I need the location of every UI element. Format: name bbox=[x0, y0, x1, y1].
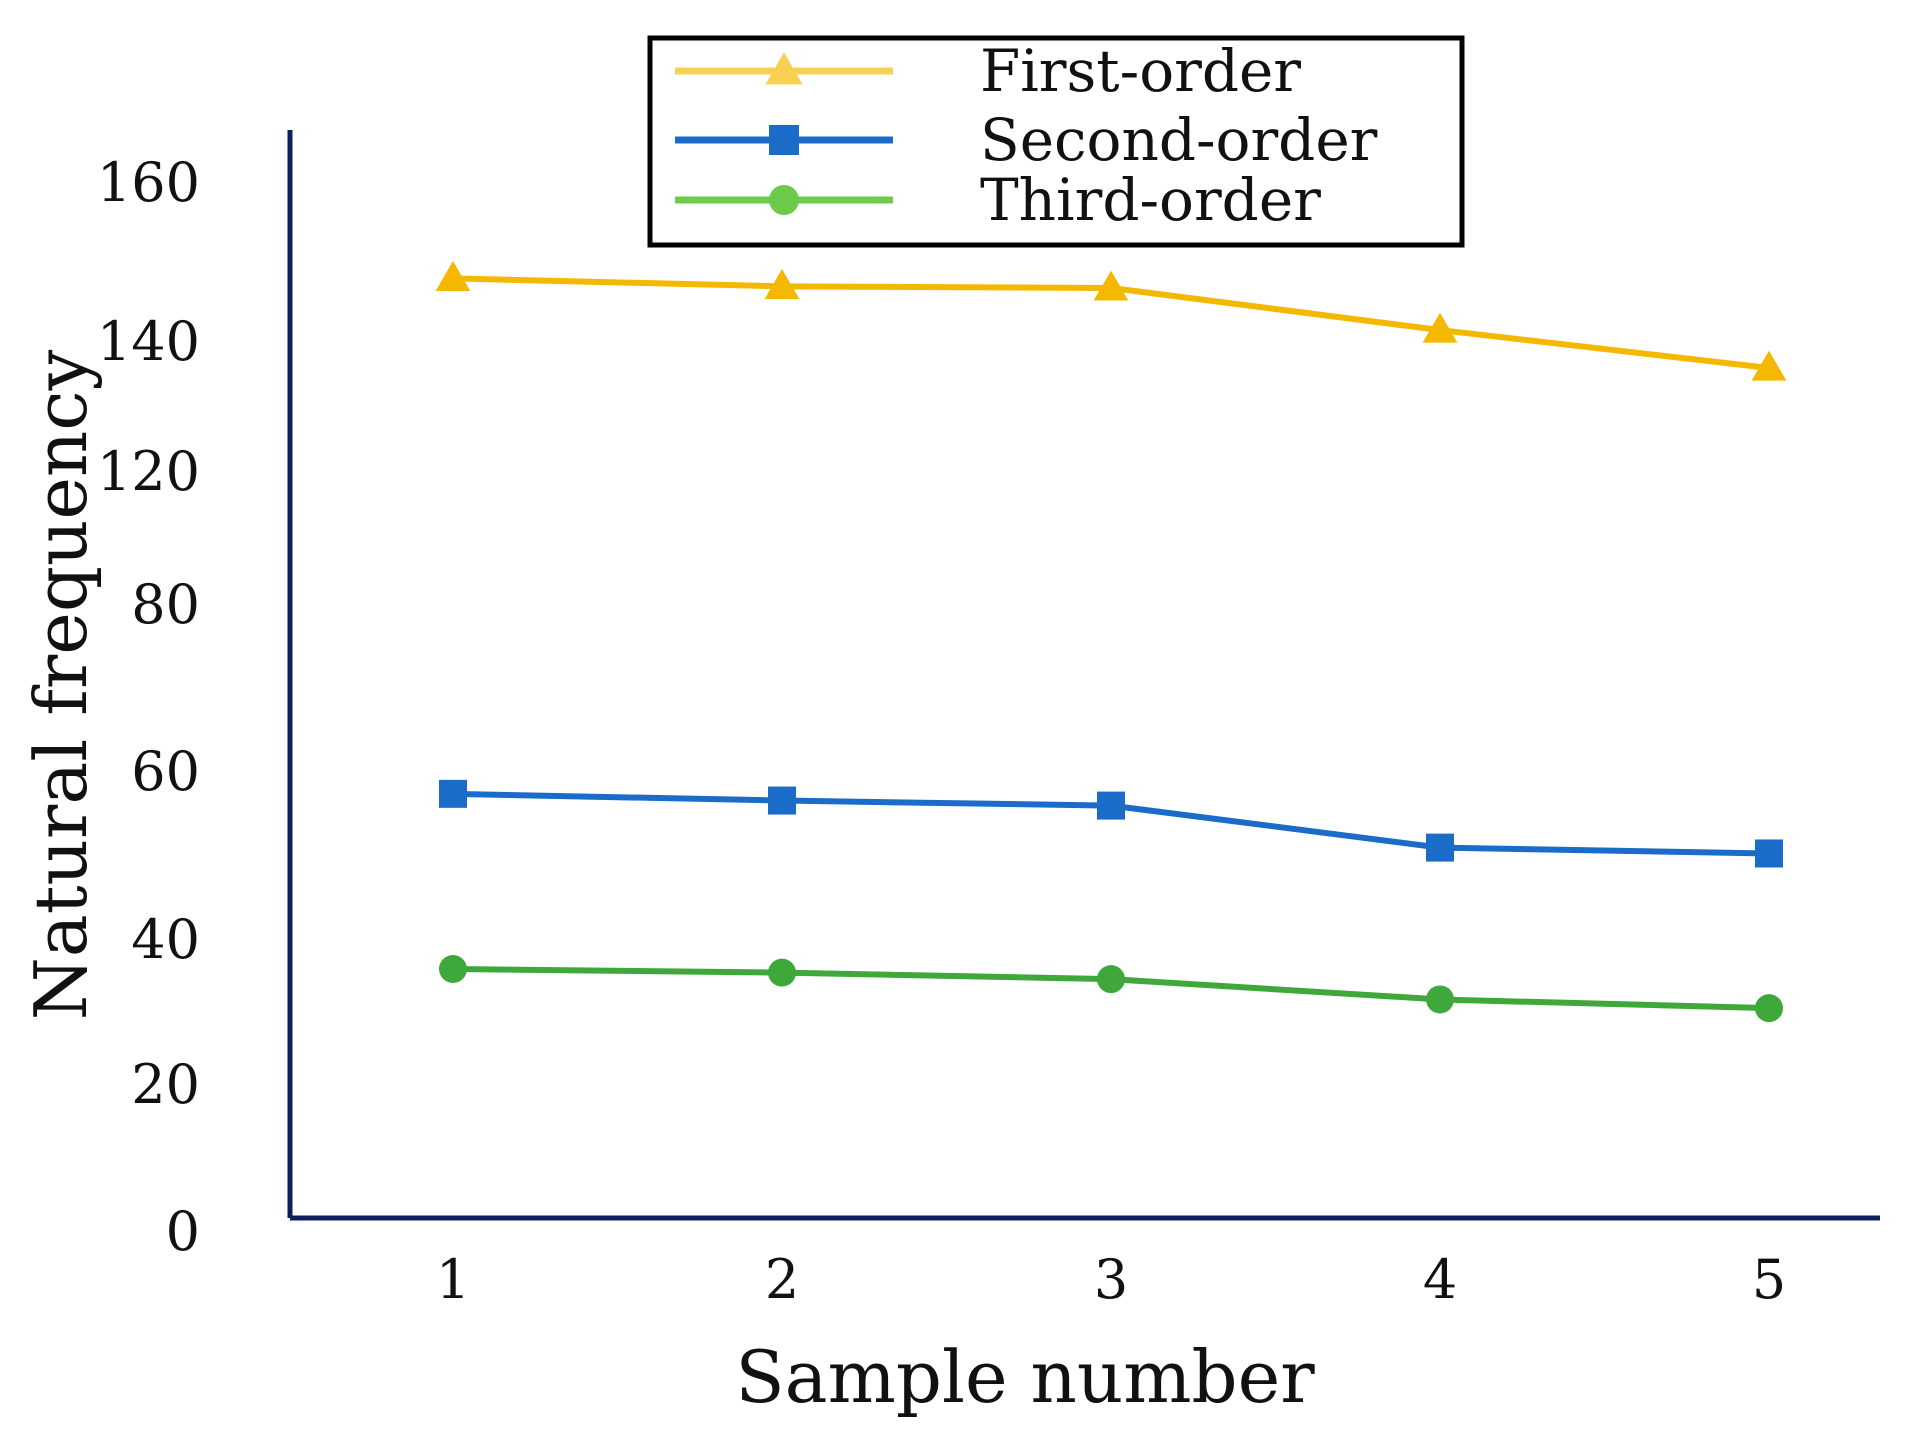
legend-label: First-order bbox=[980, 37, 1301, 105]
y-tick-label: 140 bbox=[97, 310, 200, 373]
data-point bbox=[1422, 312, 1458, 343]
legend-marker bbox=[769, 185, 799, 215]
x-tick-label: 4 bbox=[1423, 1248, 1457, 1311]
x-tick-label: 1 bbox=[436, 1248, 470, 1311]
y-tick-label: 40 bbox=[131, 908, 200, 971]
data-point bbox=[1097, 965, 1125, 994]
x-axis-title: Sample number bbox=[735, 1335, 1315, 1419]
series-second-order bbox=[439, 779, 1783, 868]
data-point bbox=[768, 958, 796, 987]
data-point bbox=[1755, 839, 1783, 868]
y-tick-label: 60 bbox=[131, 740, 200, 803]
series-third-order bbox=[439, 955, 1783, 1023]
legend-item: Third-order bbox=[675, 166, 1321, 234]
series-first-order bbox=[435, 261, 1787, 381]
legend-marker bbox=[765, 52, 803, 85]
series-layer bbox=[435, 261, 1787, 1023]
data-point bbox=[435, 261, 471, 291]
legend-label: Third-order bbox=[980, 166, 1321, 234]
data-point bbox=[1751, 350, 1787, 381]
y-tick-label: 80 bbox=[131, 573, 200, 636]
data-point bbox=[439, 779, 467, 808]
y-axis-title: Natural frequency bbox=[19, 349, 103, 1020]
x-tick-label: 5 bbox=[1752, 1248, 1786, 1311]
data-point bbox=[764, 268, 800, 299]
data-point bbox=[1097, 791, 1125, 820]
x-tick-label: 2 bbox=[765, 1248, 799, 1311]
y-tick-label: 160 bbox=[97, 151, 200, 214]
data-point bbox=[439, 955, 467, 983]
data-point bbox=[1755, 994, 1783, 1023]
legend-label: Second-order bbox=[980, 106, 1378, 174]
x-tick-labels: 1 2 3 4 5 bbox=[436, 1248, 1786, 1311]
x-tick-label: 3 bbox=[1094, 1248, 1128, 1311]
y-tick-label: 20 bbox=[131, 1053, 200, 1116]
legend-item: First-order bbox=[675, 37, 1301, 105]
y-tick-label: 0 bbox=[166, 1200, 200, 1263]
y-tick-labels: 0 20 40 60 80 120 140 160 bbox=[97, 151, 200, 1263]
data-point bbox=[768, 786, 796, 815]
y-tick-label: 120 bbox=[97, 440, 200, 503]
data-point bbox=[1426, 833, 1454, 862]
data-point bbox=[1093, 270, 1129, 301]
legend-marker bbox=[769, 125, 799, 155]
legend-item: Second-order bbox=[675, 106, 1378, 174]
data-point bbox=[1426, 985, 1454, 1014]
